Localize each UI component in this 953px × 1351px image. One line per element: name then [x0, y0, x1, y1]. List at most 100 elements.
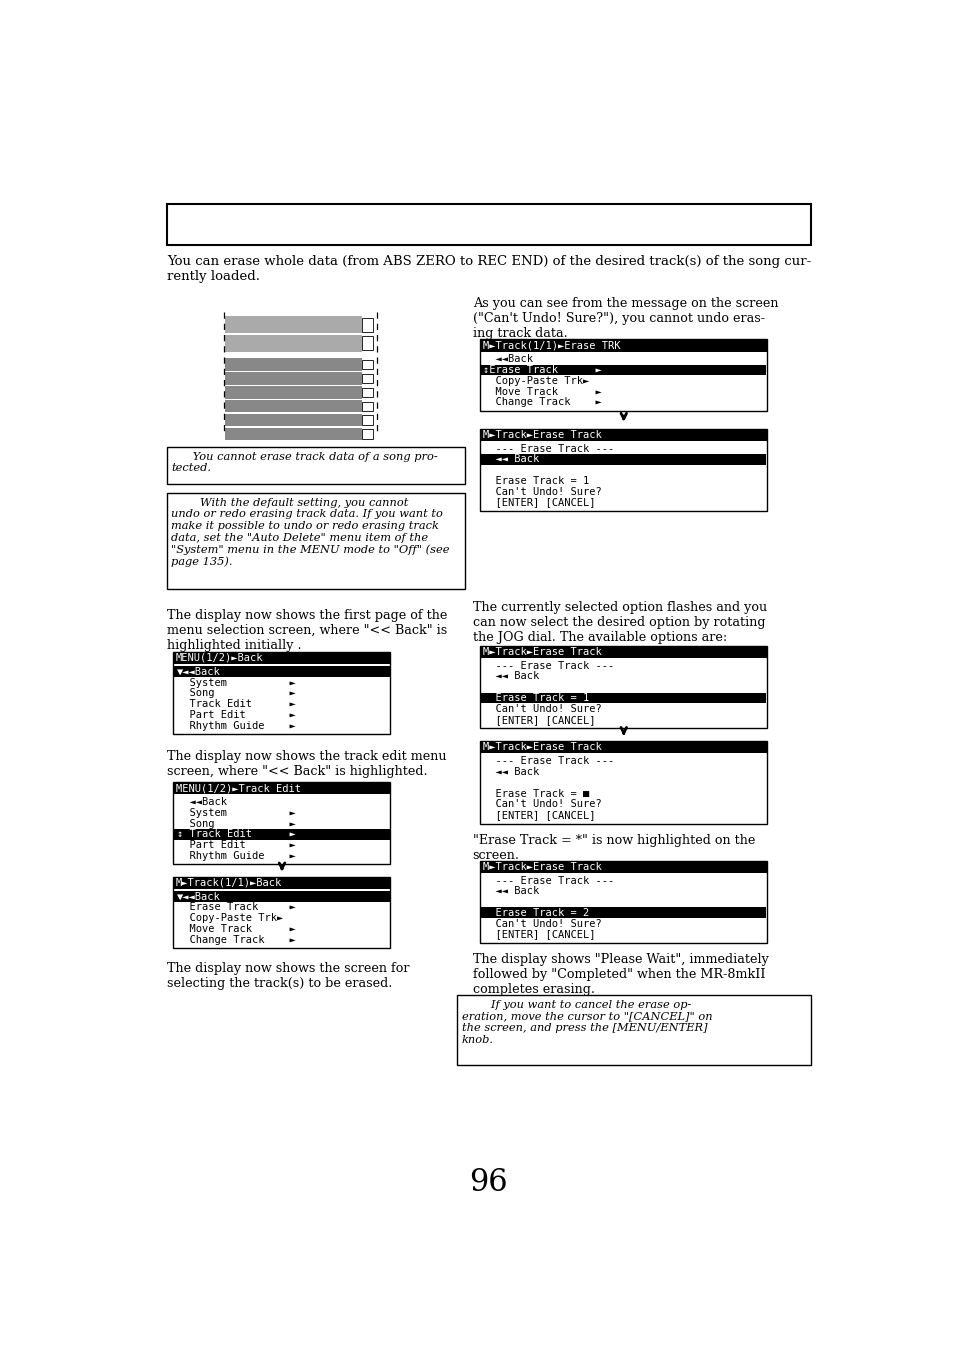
Bar — [480, 861, 766, 873]
Bar — [480, 646, 766, 658]
Bar — [480, 908, 765, 919]
Bar — [361, 401, 373, 411]
Text: ▼◄◄Back: ▼◄◄Back — [176, 667, 220, 677]
Text: Move Track      ►: Move Track ► — [483, 386, 601, 397]
Text: M►Track(1/1)►Erase TRK: M►Track(1/1)►Erase TRK — [482, 340, 619, 350]
Bar — [480, 861, 766, 943]
Bar — [361, 430, 373, 439]
Text: You can erase whole data (from ABS ZERO to REC END) of the desired track(s) of t: You can erase whole data (from ABS ZERO … — [167, 254, 811, 282]
Text: Part Edit       ►: Part Edit ► — [176, 840, 295, 850]
Bar — [167, 447, 464, 484]
Bar — [174, 892, 390, 902]
Text: --- Erase Track ---: --- Erase Track --- — [483, 875, 614, 885]
Bar — [225, 335, 361, 351]
Text: Copy-Paste Trk►: Copy-Paste Trk► — [176, 913, 282, 923]
Bar — [225, 400, 361, 412]
Bar — [225, 413, 361, 426]
Bar — [173, 782, 390, 794]
Text: ▼◄◄Back: ▼◄◄Back — [176, 892, 220, 901]
Bar — [173, 877, 390, 889]
Text: Can't Undo! Sure?: Can't Undo! Sure? — [483, 486, 601, 497]
Bar — [480, 428, 766, 440]
Bar — [480, 365, 765, 376]
Text: Copy-Paste Trk►: Copy-Paste Trk► — [483, 376, 589, 386]
Text: ◄◄ Back: ◄◄ Back — [483, 454, 539, 465]
Text: ◄◄ Back: ◄◄ Back — [483, 767, 539, 777]
Text: "Erase Track = *" is now highlighted on the
screen.: "Erase Track = *" is now highlighted on … — [472, 834, 754, 862]
Text: Song            ►: Song ► — [176, 819, 295, 828]
Text: Song            ►: Song ► — [176, 689, 295, 698]
Text: Part Edit       ►: Part Edit ► — [176, 711, 295, 720]
Text: You cannot erase track data of a song pro-
tected.: You cannot erase track data of a song pr… — [171, 451, 437, 473]
Bar — [167, 493, 464, 589]
Bar — [225, 428, 361, 440]
Text: Rhythm Guide    ►: Rhythm Guide ► — [176, 721, 295, 731]
Text: Erase Track = 1: Erase Track = 1 — [483, 693, 589, 703]
Bar — [480, 339, 766, 411]
Text: ↕ Track Edit      ►: ↕ Track Edit ► — [176, 830, 295, 839]
Bar — [361, 388, 373, 397]
Bar — [225, 386, 361, 399]
Bar — [480, 693, 765, 704]
Text: ◄◄Back: ◄◄Back — [483, 354, 533, 365]
Bar — [361, 336, 373, 350]
Bar — [225, 358, 361, 370]
Text: ◄◄Back: ◄◄Back — [176, 797, 227, 807]
Text: [ENTER] [CANCEL]: [ENTER] [CANCEL] — [483, 497, 596, 508]
Text: [ENTER] [CANCEL]: [ENTER] [CANCEL] — [483, 715, 596, 724]
Bar — [174, 830, 390, 840]
Bar — [173, 782, 390, 865]
Bar — [361, 359, 373, 369]
Text: Change Track    ►: Change Track ► — [483, 397, 601, 408]
Text: The display shows "Please Wait", immediately
followed by "Completed" when the MR: The display shows "Please Wait", immedia… — [472, 952, 768, 996]
Text: Can't Undo! Sure?: Can't Undo! Sure? — [483, 919, 601, 928]
Text: M►Track(1/1)►Back: M►Track(1/1)►Back — [175, 878, 282, 888]
Bar — [480, 742, 766, 754]
Text: M►Track►Erase Track: M►Track►Erase Track — [482, 742, 600, 753]
Bar — [361, 416, 373, 424]
Text: Change Track    ►: Change Track ► — [176, 935, 295, 944]
Bar — [225, 316, 361, 334]
Text: --- Erase Track ---: --- Erase Track --- — [483, 661, 614, 670]
Text: --- Erase Track ---: --- Erase Track --- — [483, 757, 614, 766]
Bar — [361, 317, 373, 331]
Text: Track Edit      ►: Track Edit ► — [176, 700, 295, 709]
Text: System          ►: System ► — [176, 678, 295, 688]
Bar — [173, 651, 390, 665]
Text: Erase Track     ►: Erase Track ► — [176, 902, 295, 912]
Text: Erase Track = 2: Erase Track = 2 — [483, 908, 589, 917]
Text: With the default setting, you cannot
undo or redo erasing track data. If you wan: With the default setting, you cannot und… — [171, 497, 449, 567]
Text: Rhythm Guide    ►: Rhythm Guide ► — [176, 851, 295, 861]
Bar — [480, 454, 765, 465]
Text: If you want to cancel the erase op-
eration, move the cursor to "[CANCEL]" on
th: If you want to cancel the erase op- erat… — [461, 1000, 712, 1044]
Text: --- Erase Track ---: --- Erase Track --- — [483, 443, 614, 454]
Text: M►Track►Erase Track: M►Track►Erase Track — [482, 647, 600, 657]
Text: M►Track►Erase Track: M►Track►Erase Track — [482, 862, 600, 871]
Bar — [480, 339, 766, 351]
Bar — [480, 428, 766, 511]
Text: System          ►: System ► — [176, 808, 295, 817]
Bar — [480, 742, 766, 824]
Bar — [173, 877, 390, 948]
Text: Erase Track = ■: Erase Track = ■ — [483, 789, 589, 798]
Bar — [456, 996, 810, 1065]
Text: The display now shows the screen for
selecting the track(s) to be erased.: The display now shows the screen for sel… — [167, 962, 410, 990]
Text: MENU(1/2)►Back: MENU(1/2)►Back — [175, 653, 263, 663]
Text: M►Track►Erase Track: M►Track►Erase Track — [482, 430, 600, 439]
Text: The currently selected option flashes and you
can now select the desired option : The currently selected option flashes an… — [472, 601, 766, 644]
Text: ↕Erase Track      ►: ↕Erase Track ► — [483, 365, 601, 376]
Bar — [174, 666, 390, 677]
Text: Erase Track = 1: Erase Track = 1 — [483, 476, 589, 486]
Bar — [361, 374, 373, 384]
Text: ◄◄ Back: ◄◄ Back — [483, 671, 539, 681]
Bar — [173, 651, 390, 734]
Text: Can't Undo! Sure?: Can't Undo! Sure? — [483, 704, 601, 713]
Text: ◄◄ Back: ◄◄ Back — [483, 886, 539, 896]
Bar — [480, 646, 766, 728]
Text: Move Track      ►: Move Track ► — [176, 924, 295, 934]
Text: Can't Undo! Sure?: Can't Undo! Sure? — [483, 800, 601, 809]
Bar — [167, 204, 810, 246]
Text: The display now shows the first page of the
menu selection screen, where "<< Bac: The display now shows the first page of … — [167, 609, 447, 651]
Bar — [225, 373, 361, 385]
Text: MENU(1/2)►Track Edit: MENU(1/2)►Track Edit — [175, 784, 300, 793]
